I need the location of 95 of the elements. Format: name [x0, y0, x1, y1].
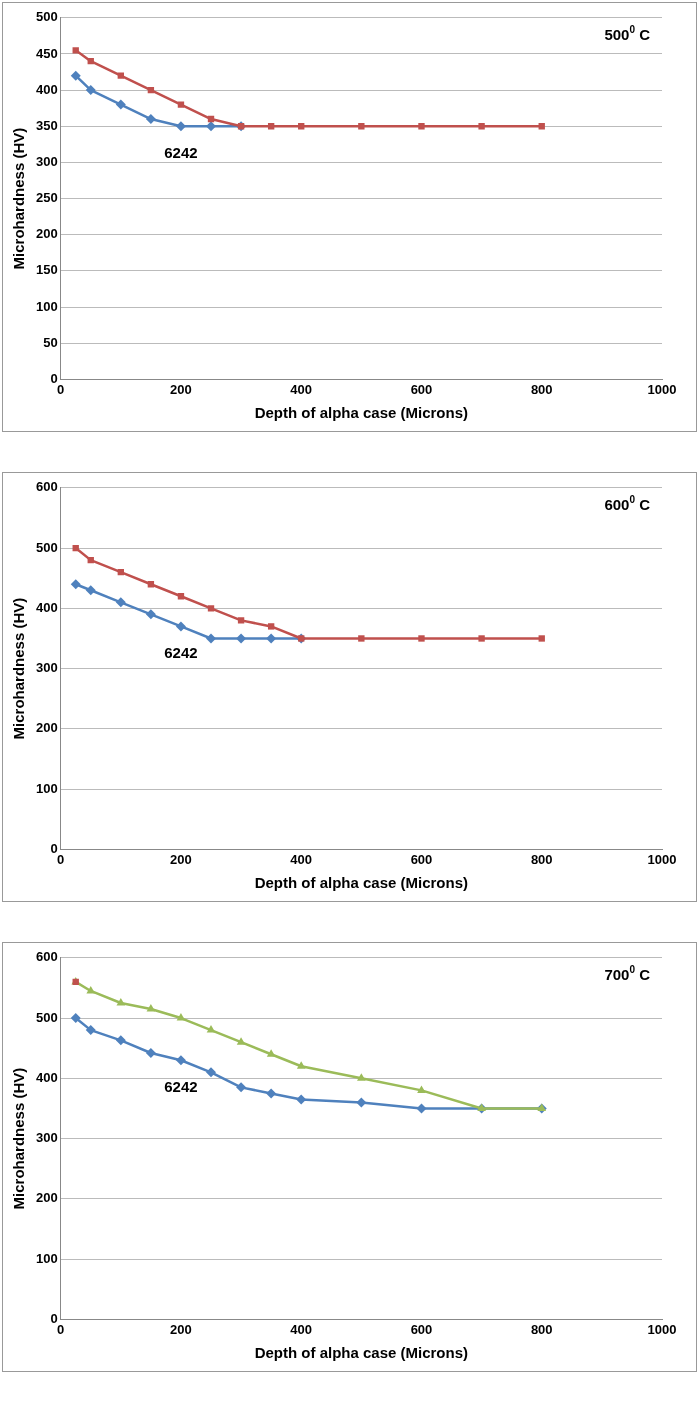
point [236, 1082, 247, 1093]
point [416, 1103, 427, 1114]
x-tick-label: 1000 [647, 381, 677, 397]
point [85, 1025, 96, 1036]
point [86, 985, 96, 994]
y-tick-label: 100 [35, 1250, 58, 1266]
point [116, 998, 126, 1006]
point [206, 1025, 216, 1033]
x-tick-label: 200 [170, 1321, 192, 1337]
point [117, 72, 124, 79]
point [418, 123, 425, 130]
point [357, 1073, 366, 1081]
y-tick-label: 500 [35, 539, 58, 555]
y-tick-label: 300 [35, 1130, 58, 1146]
x-tick-label: 800 [530, 851, 553, 867]
series-label: 6242 [164, 144, 198, 162]
point [267, 623, 275, 630]
x-axis-title: Depth of alpha case (Microns) [254, 1344, 469, 1362]
x-tick-label: 200 [170, 381, 192, 397]
y-tick-label: 150 [35, 262, 58, 278]
y-tick-label: 0 [50, 370, 58, 386]
x-tick-label: 1000 [647, 851, 677, 867]
point [236, 633, 247, 644]
x-axis-title: Depth of alpha case (Microns) [254, 404, 469, 422]
y-tick-label: 350 [35, 117, 58, 133]
point [115, 1035, 126, 1046]
point [358, 123, 365, 130]
point [175, 1055, 186, 1066]
y-tick-label: 500 [35, 1009, 58, 1025]
y-tick-label: 400 [35, 599, 58, 615]
x-tick-label: 600 [410, 381, 433, 397]
x-tick-label: 600 [410, 1321, 433, 1337]
point [70, 1013, 81, 1024]
point [70, 579, 81, 590]
y-tick-label: 100 [35, 780, 58, 796]
point [266, 1088, 277, 1099]
y-tick-label: 600 [35, 949, 58, 965]
x-tick-label: 200 [170, 851, 192, 867]
point [206, 1067, 217, 1078]
point [177, 101, 185, 108]
y-tick-label: 400 [35, 81, 58, 97]
y-tick-label: 400 [35, 1069, 58, 1085]
y-axis-title: Microhardness (HV) [10, 127, 28, 270]
y-tick-label: 200 [35, 720, 58, 736]
point [145, 1048, 156, 1059]
point [296, 1094, 307, 1105]
y-tick-label: 600 [35, 479, 58, 495]
y-axis-title: Microhardness (HV) [10, 597, 28, 740]
point [478, 635, 485, 642]
point [207, 605, 215, 612]
point [296, 1061, 306, 1069]
y-tick-label: 0 [50, 1310, 58, 1326]
point [417, 1085, 426, 1093]
y-tick-label: 300 [35, 154, 58, 170]
x-tick-label: 400 [290, 851, 313, 867]
point [146, 1004, 156, 1012]
y-tick-label: 0 [50, 840, 58, 856]
point [418, 635, 425, 642]
y-tick-label: 200 [35, 226, 58, 242]
point [70, 70, 81, 81]
y-tick-label: 100 [35, 298, 58, 314]
series-label: 6242 [164, 644, 198, 662]
x-axis-title: Depth of alpha case (Microns) [254, 874, 469, 892]
point [115, 597, 126, 608]
y-axis-title: Microhardness (HV) [10, 1067, 28, 1210]
x-tick-label: 400 [290, 1321, 313, 1337]
point [145, 114, 156, 125]
point [356, 1097, 367, 1108]
y-tick-label: 200 [35, 1190, 58, 1206]
point [478, 123, 485, 130]
x-tick-label: 1000 [647, 1321, 677, 1337]
point [85, 85, 96, 96]
y-tick-label: 500 [35, 9, 58, 25]
x-tick-label: 600 [410, 851, 433, 867]
point [145, 609, 156, 620]
y-tick-label: 50 [43, 334, 58, 350]
point [358, 635, 365, 642]
y-tick-label: 300 [35, 660, 58, 676]
y-tick-label: 250 [35, 190, 58, 206]
point [176, 1013, 186, 1021]
point [85, 585, 96, 596]
y-tick-label: 450 [35, 45, 58, 61]
x-tick-label: 800 [530, 381, 553, 397]
x-tick-label: 400 [290, 381, 313, 397]
series-label: 6242 [164, 1078, 198, 1096]
point [115, 99, 126, 110]
x-tick-label: 800 [530, 1321, 553, 1337]
point [175, 121, 186, 132]
point [206, 633, 217, 644]
point [236, 1037, 246, 1045]
point [175, 621, 186, 632]
point [237, 617, 245, 624]
point [538, 635, 545, 642]
point [72, 47, 79, 54]
point [266, 633, 277, 644]
